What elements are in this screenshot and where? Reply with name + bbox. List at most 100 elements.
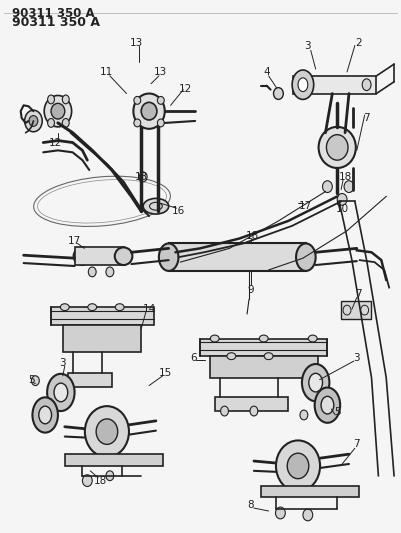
- Ellipse shape: [157, 119, 164, 127]
- Text: 90311 350 A: 90311 350 A: [12, 7, 94, 20]
- Ellipse shape: [87, 304, 96, 311]
- Bar: [340, 301, 370, 319]
- Bar: [168, 244, 305, 271]
- Ellipse shape: [273, 87, 283, 100]
- Ellipse shape: [210, 335, 219, 342]
- Ellipse shape: [361, 79, 370, 91]
- Ellipse shape: [336, 193, 346, 205]
- Text: 17: 17: [68, 236, 81, 246]
- Ellipse shape: [47, 95, 55, 104]
- Bar: [51, 307, 154, 325]
- Ellipse shape: [32, 397, 58, 433]
- Ellipse shape: [141, 102, 156, 120]
- Ellipse shape: [298, 79, 307, 91]
- Text: 17: 17: [298, 201, 312, 211]
- Ellipse shape: [82, 475, 92, 487]
- Text: 4: 4: [263, 67, 269, 77]
- Text: 12: 12: [178, 84, 191, 94]
- Ellipse shape: [85, 406, 129, 457]
- Ellipse shape: [297, 78, 307, 92]
- Polygon shape: [292, 76, 375, 93]
- Ellipse shape: [62, 118, 69, 127]
- Bar: [260, 486, 358, 497]
- Text: 5: 5: [28, 375, 34, 385]
- Text: 13: 13: [154, 67, 167, 77]
- Ellipse shape: [62, 95, 69, 104]
- Ellipse shape: [143, 198, 168, 214]
- Text: 3: 3: [304, 42, 310, 52]
- Ellipse shape: [115, 304, 124, 311]
- Bar: [63, 325, 141, 352]
- Ellipse shape: [326, 135, 347, 160]
- Ellipse shape: [24, 110, 42, 132]
- Ellipse shape: [157, 96, 164, 104]
- Ellipse shape: [322, 181, 332, 192]
- Bar: [65, 454, 162, 466]
- Text: 3: 3: [352, 353, 359, 363]
- Text: 9: 9: [247, 285, 254, 295]
- Ellipse shape: [287, 453, 308, 479]
- Ellipse shape: [275, 440, 319, 491]
- Text: 6: 6: [189, 353, 196, 363]
- Ellipse shape: [134, 96, 140, 104]
- Bar: [214, 397, 288, 411]
- Ellipse shape: [301, 364, 328, 401]
- Text: 10: 10: [335, 204, 348, 214]
- Text: 2: 2: [354, 37, 361, 47]
- Text: 13: 13: [134, 172, 148, 182]
- Ellipse shape: [292, 70, 313, 100]
- Ellipse shape: [263, 353, 272, 360]
- Ellipse shape: [39, 406, 51, 424]
- Ellipse shape: [88, 267, 96, 277]
- Ellipse shape: [318, 127, 355, 168]
- Ellipse shape: [275, 507, 285, 519]
- Ellipse shape: [139, 172, 147, 182]
- Text: 7: 7: [354, 289, 361, 300]
- Text: 18: 18: [93, 475, 106, 486]
- Ellipse shape: [31, 376, 39, 385]
- Ellipse shape: [220, 406, 228, 416]
- Text: 8: 8: [247, 500, 254, 510]
- Bar: [209, 356, 317, 378]
- Text: 5: 5: [333, 407, 340, 417]
- Bar: [67, 373, 111, 386]
- Text: 90311 350 A: 90311 350 A: [12, 17, 99, 29]
- Ellipse shape: [73, 247, 91, 265]
- Ellipse shape: [295, 244, 315, 271]
- Ellipse shape: [106, 471, 113, 481]
- Ellipse shape: [249, 406, 257, 416]
- Ellipse shape: [134, 119, 140, 127]
- Ellipse shape: [60, 304, 69, 311]
- Ellipse shape: [47, 374, 75, 411]
- Ellipse shape: [114, 247, 132, 265]
- Ellipse shape: [133, 93, 164, 129]
- Ellipse shape: [308, 373, 322, 392]
- Text: 7: 7: [352, 439, 359, 449]
- Ellipse shape: [29, 116, 38, 126]
- Ellipse shape: [299, 410, 307, 420]
- Ellipse shape: [96, 419, 117, 445]
- Text: 13: 13: [130, 37, 143, 47]
- Ellipse shape: [314, 387, 339, 423]
- Text: 12: 12: [48, 138, 61, 148]
- Ellipse shape: [320, 397, 333, 414]
- Text: 18: 18: [245, 231, 258, 240]
- Ellipse shape: [106, 267, 113, 277]
- Text: 16: 16: [171, 206, 184, 216]
- Ellipse shape: [227, 353, 235, 360]
- Text: 15: 15: [159, 368, 172, 378]
- Ellipse shape: [158, 244, 178, 271]
- Ellipse shape: [343, 181, 353, 192]
- Text: 18: 18: [338, 172, 351, 182]
- Text: 11: 11: [100, 67, 113, 77]
- Ellipse shape: [51, 103, 65, 119]
- Ellipse shape: [54, 383, 67, 402]
- Text: 7: 7: [363, 113, 369, 123]
- Text: 3: 3: [59, 358, 66, 368]
- Text: 14: 14: [142, 304, 155, 314]
- Bar: [75, 247, 123, 265]
- Ellipse shape: [47, 118, 55, 127]
- Bar: [200, 338, 326, 356]
- Ellipse shape: [302, 509, 312, 521]
- Ellipse shape: [308, 335, 316, 342]
